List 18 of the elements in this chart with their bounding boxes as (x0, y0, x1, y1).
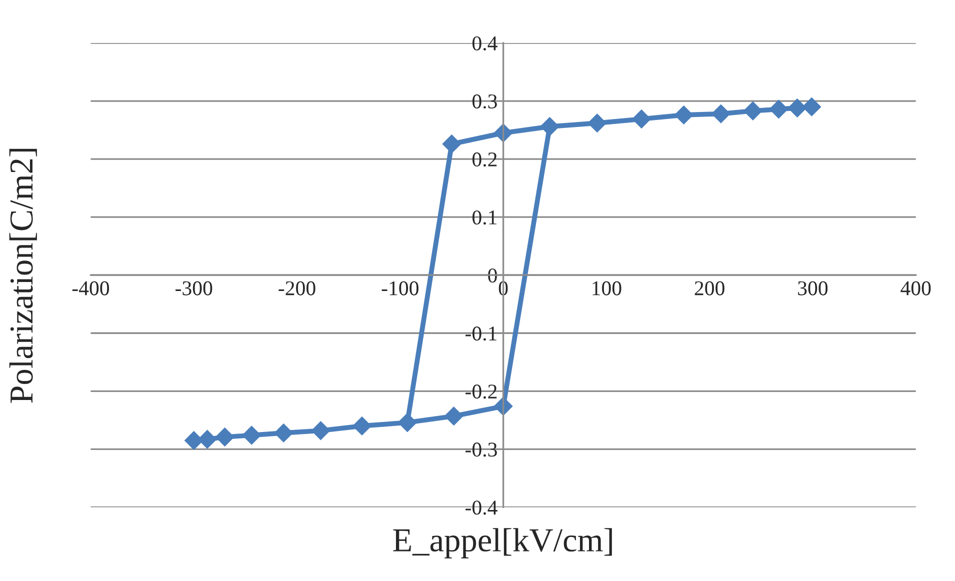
y-axis-title: Polarization[C/m2] (9, 148, 37, 403)
y-tick-label: 0.4 (472, 36, 498, 51)
y-tick-label: -0.4 (466, 500, 498, 515)
x-tick-label: -200 (278, 281, 316, 296)
y-tick-label: 0.3 (472, 94, 497, 109)
y-tick-label: 0.2 (472, 152, 497, 167)
x-tick-label: 200 (694, 281, 724, 296)
y-tick-label: -0.2 (466, 384, 497, 399)
x-tick-label: -300 (176, 281, 212, 296)
x-tick-label: -100 (382, 281, 418, 296)
y-tick-label: 0.1 (472, 210, 496, 225)
x-tick-label: 400 (900, 281, 931, 296)
y-tick-label: -0.3 (466, 442, 497, 457)
x-tick-label: -400 (72, 281, 110, 296)
y-tick-label: -0.1 (466, 326, 496, 341)
x-axis-title: E_appel[kV/cm] (393, 528, 612, 558)
x-tick-label: 300 (798, 281, 828, 296)
x-tick-label: 100 (592, 281, 622, 296)
